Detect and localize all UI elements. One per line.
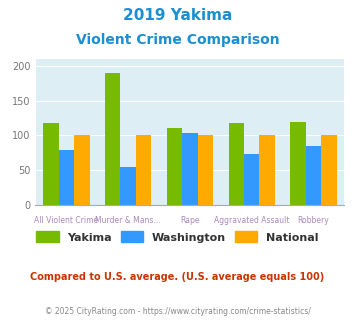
Text: Murder & Mans...: Murder & Mans...: [95, 216, 161, 225]
Text: Aggravated Assault: Aggravated Assault: [214, 216, 289, 225]
Bar: [136, 135, 151, 205]
Bar: [167, 128, 182, 205]
Bar: [260, 135, 275, 205]
Text: Compared to U.S. average. (U.S. average equals 100): Compared to U.S. average. (U.S. average …: [31, 272, 324, 282]
Text: 2019 Yakima: 2019 Yakima: [123, 8, 232, 23]
Text: Robbery: Robbery: [297, 216, 329, 225]
Text: © 2025 CityRating.com - https://www.cityrating.com/crime-statistics/: © 2025 CityRating.com - https://www.city…: [45, 307, 310, 316]
Bar: [74, 135, 89, 205]
Bar: [43, 123, 59, 205]
Bar: [306, 146, 321, 205]
Bar: [244, 154, 260, 205]
Bar: [198, 135, 213, 205]
Text: All Violent Crime: All Violent Crime: [34, 216, 98, 225]
Bar: [229, 123, 244, 205]
Bar: [120, 167, 136, 205]
Bar: [105, 73, 120, 205]
Text: Violent Crime Comparison: Violent Crime Comparison: [76, 33, 279, 47]
Legend: Yakima, Washington, National: Yakima, Washington, National: [32, 227, 323, 247]
Text: Rape: Rape: [180, 216, 200, 225]
Bar: [182, 133, 198, 205]
Bar: [59, 150, 74, 205]
Bar: [290, 122, 306, 205]
Bar: [321, 135, 337, 205]
